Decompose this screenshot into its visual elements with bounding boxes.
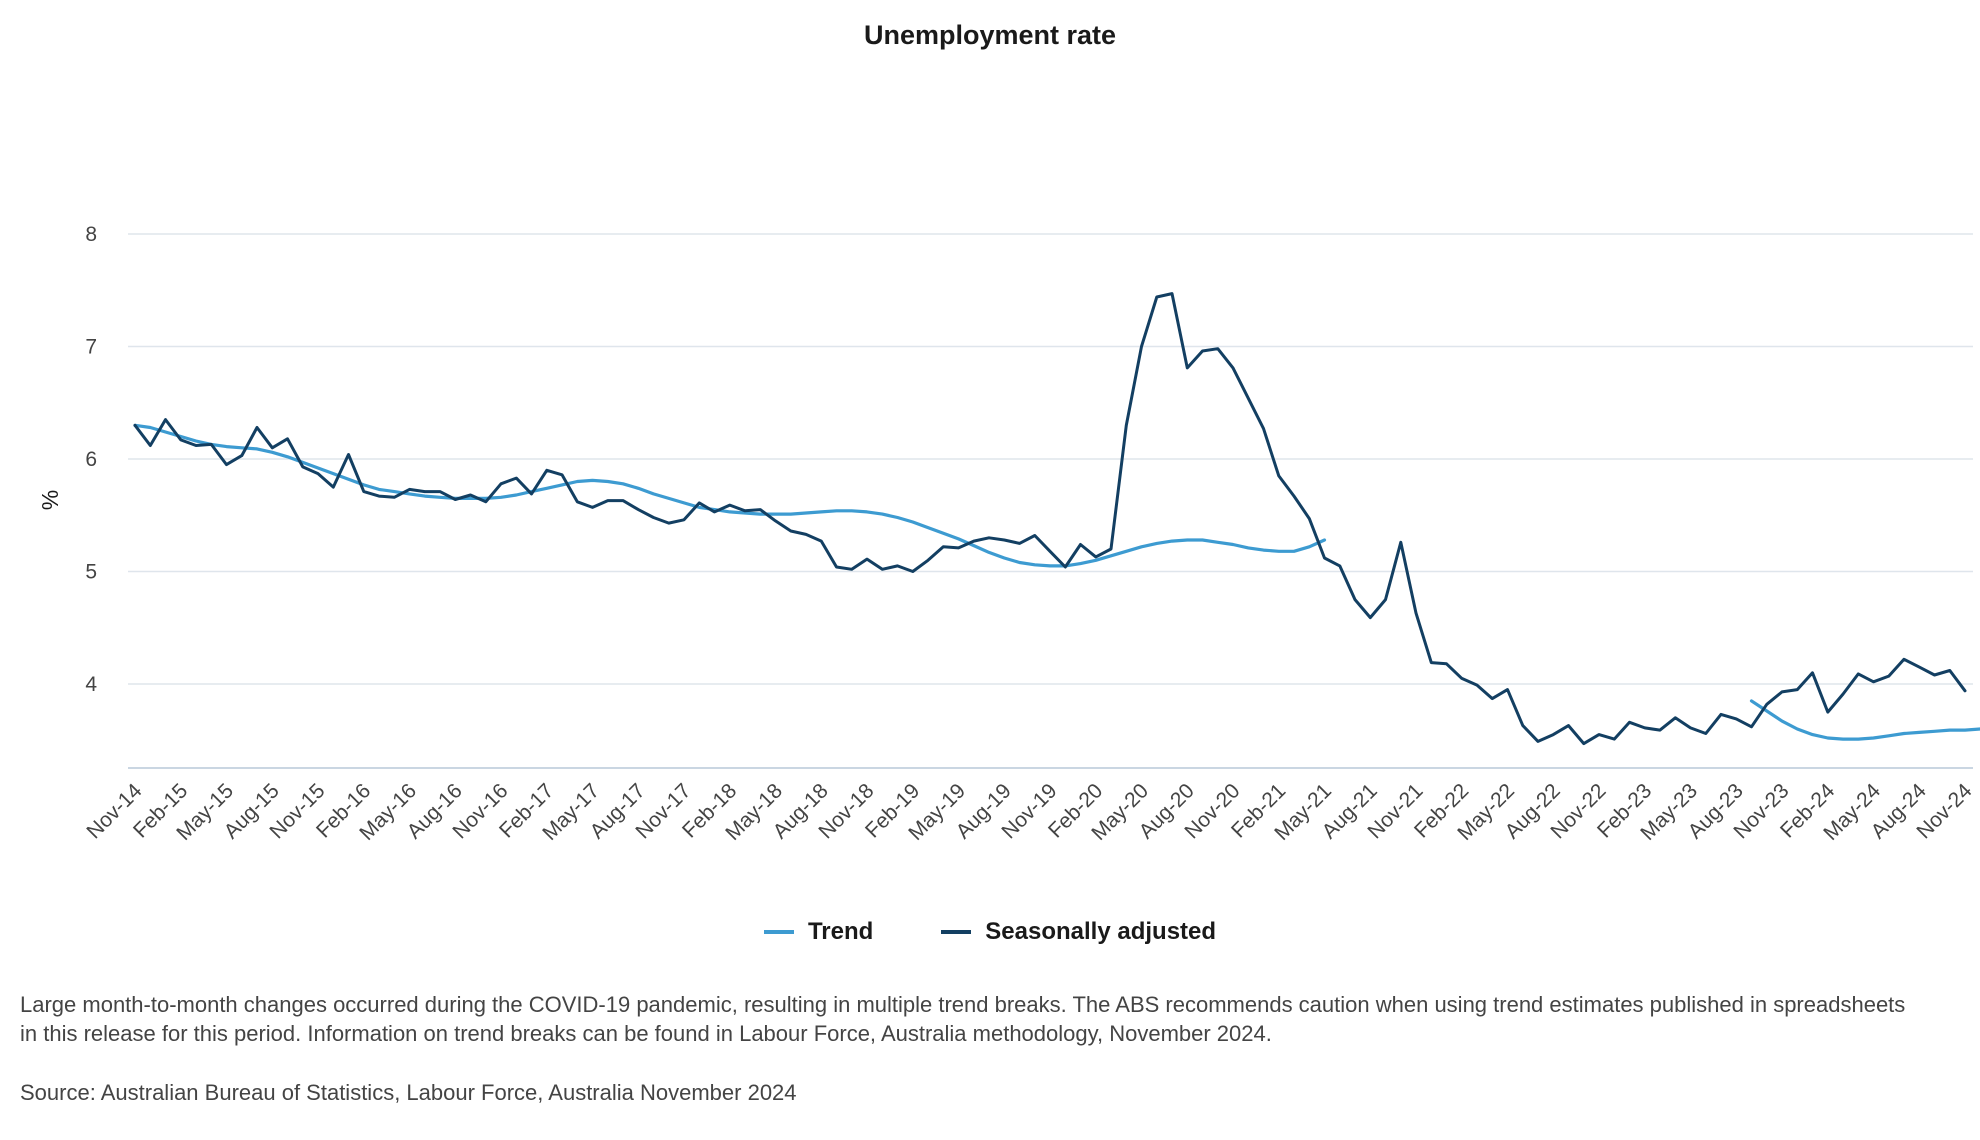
legend-item-trend[interactable]: Trend xyxy=(763,918,874,946)
y-tick-label: 8 xyxy=(85,223,97,246)
legend-label-trend: Trend xyxy=(807,918,874,945)
series-line-seasonally-adjusted xyxy=(133,292,1967,746)
legend-label-seasonally-adjusted: Seasonally adjusted xyxy=(985,918,1217,945)
y-axis-ticks: 4 5 6 7 8 xyxy=(85,223,97,696)
legend-swatch-seasonally-adjusted xyxy=(941,930,972,934)
chart-note: Large month-to-month changes occurred du… xyxy=(20,992,1906,1046)
chart-title: Unemployment rate xyxy=(863,20,1117,50)
line-chart: 4 5 6 7 8 % Nov-14Feb-15May-15Aug-15Nov-15Fe… xyxy=(37,223,1980,845)
y-tick-label: 6 xyxy=(85,448,97,471)
x-axis-ticks: Nov-14Feb-15May-15Aug-15Nov-15Feb-16May-… xyxy=(82,779,1976,845)
legend: Trend Seasonally adjusted xyxy=(0,918,1980,946)
series-lines xyxy=(133,292,1980,746)
legend-item-seasonally-adjusted[interactable]: Seasonally adjusted xyxy=(941,918,1216,946)
y-tick-label: 7 xyxy=(85,336,97,359)
legend-swatch-trend xyxy=(763,930,794,934)
grid-lines xyxy=(128,233,1973,685)
y-axis-label: % xyxy=(37,490,63,510)
series-line-trend xyxy=(133,423,1980,741)
y-tick-label: 5 xyxy=(85,561,97,584)
chart-source: Source: Australian Bureau of Statistics,… xyxy=(20,1080,797,1105)
y-tick-label: 4 xyxy=(85,673,97,696)
